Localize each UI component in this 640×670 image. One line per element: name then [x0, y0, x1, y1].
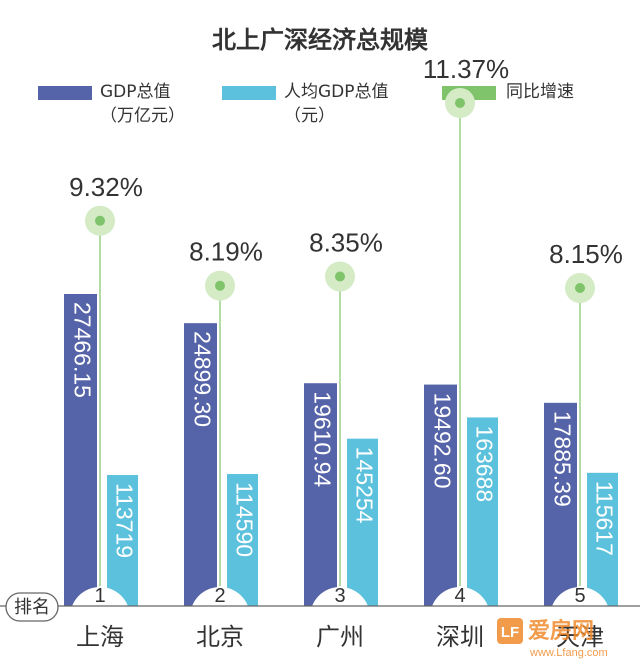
legend-gdp-line2: （万亿元） — [100, 106, 185, 126]
per-capita-value-label: 145254 — [351, 447, 377, 524]
category-label: 北京 — [196, 623, 244, 651]
watermark-logo-letters: LF — [501, 624, 519, 641]
rank-number: 3 — [334, 585, 345, 607]
legend-gdp-line1: GDP总值 — [100, 82, 171, 102]
growth-value-label: 8.35% — [309, 228, 383, 258]
legend-label-gdp: GDP总值 （万亿元） — [100, 80, 185, 128]
per-capita-value-label: 163688 — [471, 425, 497, 502]
rank-number: 1 — [94, 585, 105, 607]
watermark-logo-mark — [497, 618, 523, 644]
rank-number: 5 — [574, 585, 585, 607]
rank-bubble — [70, 587, 130, 647]
legend-label-per-capita: 人均GDP总值 （元） — [284, 80, 389, 128]
rank-label-pill — [5, 592, 59, 622]
rank-bubble — [310, 587, 370, 647]
gdp-value-label: 17885.39 — [549, 411, 575, 507]
category-label: 深圳 — [436, 623, 484, 651]
legend-swatch-gdp — [38, 86, 92, 100]
rank-number: 4 — [454, 585, 465, 607]
legend-per-capita-line2: （元） — [284, 106, 335, 126]
legend-label-growth: 同比增速 — [506, 80, 574, 104]
gdp-bar — [304, 383, 337, 606]
watermark-text: 爱房网 — [528, 618, 594, 644]
gdp-bar — [544, 402, 577, 606]
per-capita-value-label: 113719 — [111, 483, 137, 558]
per-capita-value-label: 114590 — [231, 482, 257, 557]
per-capita-bar — [227, 473, 258, 606]
legend-per-capita-line1: 人均GDP总值 — [284, 82, 389, 102]
rank-label: 排名 — [14, 597, 50, 618]
gdp-value-label: 27466.15 — [69, 302, 95, 398]
per-capita-bar — [107, 475, 138, 606]
gdp-value-label: 19492.60 — [429, 393, 455, 489]
rank-bubble — [430, 587, 490, 647]
gdp-bar — [424, 384, 457, 606]
per-capita-bar — [347, 438, 378, 606]
growth-marker — [215, 280, 225, 291]
growth-marker — [335, 271, 345, 282]
gdp-value-label: 19610.94 — [309, 391, 335, 487]
rank-bubble — [190, 587, 250, 647]
per-capita-value-label: 115617 — [591, 481, 617, 556]
per-capita-bar — [587, 472, 618, 606]
growth-value-label: 9.32% — [69, 172, 143, 202]
growth-value-label: 8.19% — [189, 237, 263, 267]
category-label: 广州 — [316, 623, 364, 651]
gdp-bar — [184, 323, 217, 606]
growth-marker — [575, 283, 585, 293]
growth-marker — [455, 98, 465, 108]
legend-swatch-per-capita — [222, 86, 276, 100]
gdp-value-label: 24899.30 — [189, 331, 215, 427]
category-label: 天津 — [556, 623, 604, 651]
growth-marker — [95, 215, 105, 226]
per-capita-bar — [467, 417, 498, 606]
chart-title: 北上广深经济总规模 — [212, 26, 429, 54]
rank-number: 2 — [214, 585, 225, 607]
legend-growth-line1: 同比增速 — [506, 82, 574, 102]
gdp-bar — [64, 294, 97, 606]
growth-value-label: 11.37% — [423, 54, 509, 84]
growth-value-label: 8.15% — [549, 239, 623, 269]
rank-bubble — [550, 587, 610, 647]
watermark-url: www.Lfang.com — [529, 647, 608, 659]
category-label: 上海 — [76, 623, 124, 651]
